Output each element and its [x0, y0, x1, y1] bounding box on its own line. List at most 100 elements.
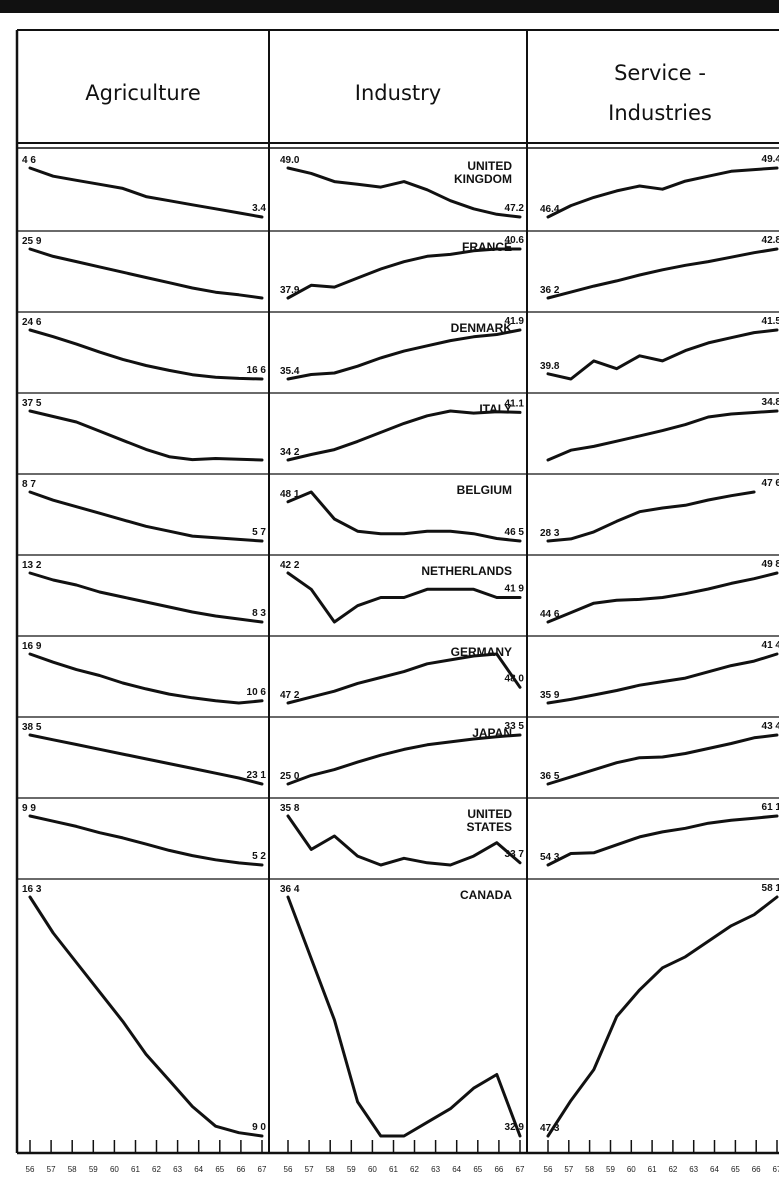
- value-label-start-industry: 37.9: [280, 285, 300, 296]
- x-tick-label: 63: [173, 1165, 182, 1174]
- value-label-start-industry: 42 2: [280, 560, 300, 571]
- series-line-agriculture-united-kingdom: [28, 166, 264, 219]
- x-tick-label: 65: [473, 1165, 482, 1174]
- top-bar: [0, 0, 779, 13]
- value-label-end-industry: 46 5: [505, 527, 525, 538]
- country-row-canada: 16 3 9 0 36 4 32 9 47 3 58 1 CANADA: [22, 883, 779, 1138]
- x-tick-label: 63: [431, 1165, 440, 1174]
- series-line-agriculture-belgium: [28, 490, 264, 543]
- header-agriculture: Agriculture: [85, 81, 201, 105]
- header-service-line2: Industries: [608, 101, 712, 125]
- series-line-agriculture-germany: [28, 652, 264, 705]
- value-label-end-industry: 33 7: [505, 849, 525, 860]
- value-label-start-industry: 47 2: [280, 690, 300, 701]
- series-line-service-belgium: [546, 490, 756, 543]
- series-line-service-canada: [546, 895, 779, 1138]
- value-label-end-agriculture: 9 0: [252, 1122, 266, 1133]
- value-label-start-industry: 35.4: [280, 366, 300, 377]
- value-label-start-agriculture: 13 2: [22, 560, 42, 571]
- value-label-start-industry: 49.0: [280, 155, 300, 166]
- value-label-start-agriculture: 4 6: [22, 155, 36, 166]
- value-label-end-agriculture: 5 7: [252, 527, 266, 538]
- x-tick-label: 56: [284, 1165, 293, 1174]
- x-tick-label: 64: [452, 1165, 461, 1174]
- x-tick-label: 66: [752, 1165, 761, 1174]
- x-tick-label: 66: [494, 1165, 503, 1174]
- series-line-service-united-states: [546, 814, 779, 867]
- value-label-end-service: 42.8: [762, 235, 779, 246]
- country-row-denmark: 24 6 16 6 35.4 41.9 39.8 41.5 DENMARK: [22, 316, 779, 381]
- series-line-service-united-kingdom: [546, 166, 779, 219]
- series-line-service-germany: [546, 652, 779, 705]
- series-line-agriculture-united-states: [28, 814, 264, 867]
- value-label-end-service: 58 1: [762, 883, 779, 894]
- x-tick-label: 62: [410, 1165, 419, 1174]
- value-label-end-service: 47 6: [762, 478, 779, 489]
- x-tick-label: 65: [731, 1165, 740, 1174]
- series-line-industry-canada: [286, 895, 522, 1138]
- value-label-end-industry: 32 9: [505, 1122, 525, 1133]
- x-tick-label: 64: [710, 1165, 719, 1174]
- value-label-start-agriculture: 9 9: [22, 803, 36, 814]
- country-label: DENMARK: [451, 321, 513, 335]
- country-label: UNITED: [467, 807, 512, 821]
- series-line-service-france: [546, 247, 779, 300]
- x-tick-label: 60: [368, 1165, 377, 1174]
- value-label-start-service: 28 3: [540, 528, 560, 539]
- value-label-end-agriculture: 23 1: [247, 770, 267, 781]
- header-industry: Industry: [355, 81, 441, 105]
- country-label: KINGDOM: [454, 172, 512, 186]
- value-label-end-industry: 41.1: [505, 398, 525, 409]
- value-label-end-agriculture: 5 2: [252, 851, 266, 862]
- value-label-start-industry: 48 1: [280, 489, 300, 500]
- country-label: BELGIUM: [457, 483, 512, 497]
- country-label: UNITED: [467, 159, 512, 173]
- series-line-industry-netherlands: [286, 571, 522, 624]
- country-row-france: 25 9 37.9 40.6 36 2 42.8 FRANCE: [22, 235, 779, 300]
- value-label-start-service: 47 3: [540, 1123, 560, 1134]
- x-tick-label: 57: [47, 1165, 56, 1174]
- value-label-start-service: 36 2: [540, 285, 560, 296]
- value-label-end-service: 41 4: [762, 640, 779, 651]
- x-tick-label: 58: [585, 1165, 594, 1174]
- series-line-agriculture-japan: [28, 733, 264, 786]
- value-label-end-industry: 48 0: [505, 673, 525, 684]
- value-label-end-service: 49.4: [762, 154, 779, 165]
- value-label-start-agriculture: 37 5: [22, 398, 42, 409]
- value-label-end-industry: 47.2: [505, 203, 525, 214]
- series-line-industry-denmark: [286, 328, 522, 381]
- country-row-japan: 38 5 23 1 25 0 33 5 36 5 43 4 JAPAN: [22, 721, 779, 786]
- value-label-start-agriculture: 8 7: [22, 479, 36, 490]
- country-label: GERMANY: [451, 645, 512, 659]
- x-tick-label: 57: [305, 1165, 314, 1174]
- x-tick-label: 65: [215, 1165, 224, 1174]
- value-label-end-industry: 41.9: [505, 316, 525, 327]
- value-label-start-agriculture: 25 9: [22, 236, 42, 247]
- value-label-start-industry: 35 8: [280, 803, 300, 814]
- x-tick-label: 59: [606, 1165, 615, 1174]
- series-line-agriculture-netherlands: [28, 571, 264, 624]
- series-line-industry-italy: [286, 409, 522, 462]
- country-label: ITALY: [479, 402, 512, 416]
- series-line-industry-france: [286, 247, 522, 300]
- country-row-germany: 16 9 10 6 47 2 48 0 35 9 41 4 GERMANY: [22, 640, 779, 705]
- value-label-start-service: 46.4: [540, 204, 560, 215]
- value-label-start-industry: 36 4: [280, 884, 300, 895]
- x-tick-label: 56: [26, 1165, 35, 1174]
- x-tick-label: 67: [258, 1165, 267, 1174]
- country-label: FRANCE: [462, 240, 512, 254]
- x-tick-label: 60: [110, 1165, 119, 1174]
- value-label-start-agriculture: 38 5: [22, 722, 42, 733]
- x-tick-label: 66: [236, 1165, 245, 1174]
- value-label-start-service: 44 6: [540, 609, 560, 620]
- value-label-start-service: 39.8: [540, 361, 560, 372]
- series-line-industry-japan: [286, 733, 522, 786]
- value-label-start-agriculture: 16 3: [22, 884, 42, 895]
- column-headers: Agriculture Industry Service - Industries: [85, 61, 712, 125]
- series-line-industry-germany: [286, 652, 522, 705]
- value-label-start-agriculture: 16 9: [22, 641, 42, 652]
- x-tick-label: 58: [68, 1165, 77, 1174]
